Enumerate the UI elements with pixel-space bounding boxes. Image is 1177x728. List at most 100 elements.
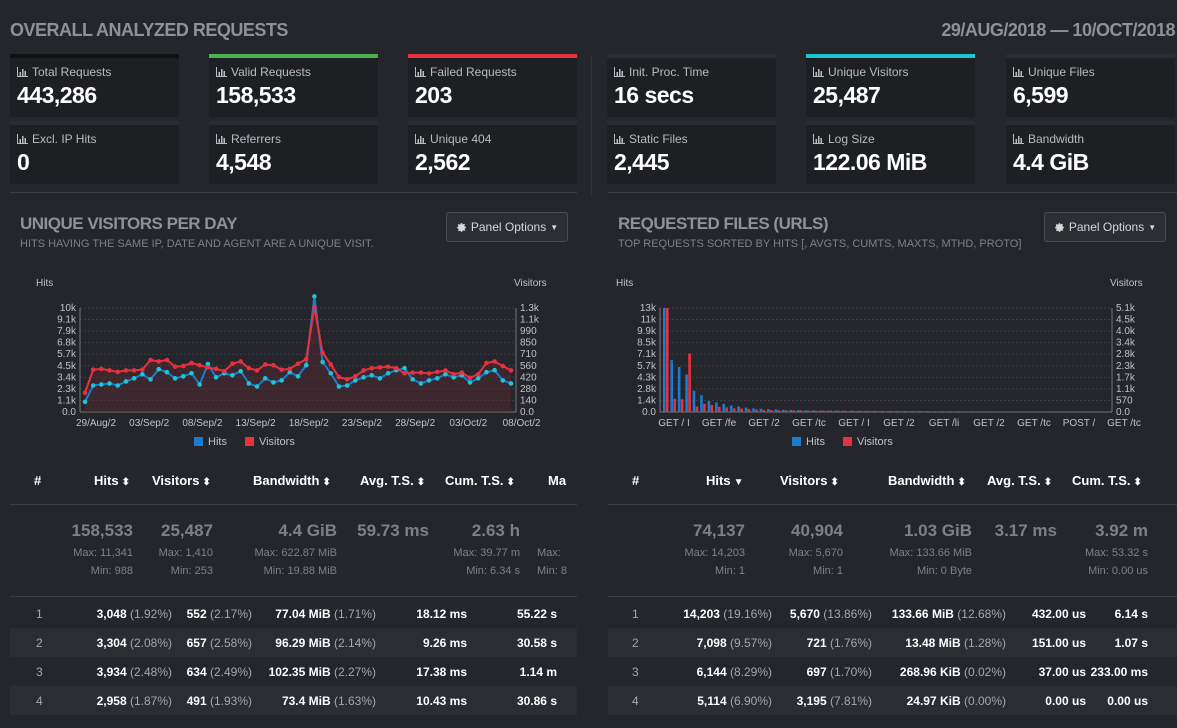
hits-bar[interactable] <box>915 411 919 412</box>
hits-bar[interactable] <box>692 390 696 412</box>
hits-bar[interactable] <box>663 308 666 412</box>
hits-bar[interactable] <box>841 410 845 412</box>
table-row[interactable]: 1 3,048 (1.92%) 552 (2.17%) 77.04 MiB (1.71… <box>10 599 577 628</box>
hits-point[interactable] <box>271 380 276 385</box>
visitors-point[interactable] <box>140 367 145 372</box>
hits-point[interactable] <box>172 376 178 381</box>
visitors-point[interactable] <box>213 366 219 372</box>
hits-point[interactable] <box>410 377 415 382</box>
visitors-bar[interactable] <box>903 411 907 412</box>
hits-point[interactable] <box>279 378 284 383</box>
visitors-point[interactable] <box>500 363 506 369</box>
hits-point[interactable] <box>213 375 219 380</box>
col-max-ts[interactable]: Ma <box>548 473 567 488</box>
visitors-bar[interactable] <box>673 398 677 412</box>
hits-bar[interactable] <box>670 360 674 412</box>
visitors-bar[interactable] <box>799 410 803 412</box>
hits-bar[interactable] <box>900 411 904 412</box>
hits-bar[interactable] <box>848 410 852 412</box>
hits-bar[interactable] <box>871 411 874 412</box>
table-row[interactable]: 4 2,958 (1.87%) 491 (1.93%) 73.4 MiB (1.63%… <box>10 686 577 715</box>
visitors-bar[interactable] <box>718 406 721 412</box>
visitors-point[interactable] <box>115 369 121 375</box>
visitors-point[interactable] <box>197 362 202 368</box>
visitors-bar[interactable] <box>755 409 758 412</box>
table-row[interactable]: 2 7,098 (9.57%) 721 (1.76%) 13.48 MiB (1.28… <box>608 628 1177 657</box>
visitors-bar[interactable] <box>807 410 810 412</box>
hits-point[interactable] <box>402 365 407 371</box>
hits-point[interactable] <box>156 366 162 372</box>
hits-point[interactable] <box>99 382 104 387</box>
hits-point[interactable] <box>197 382 202 387</box>
hits-point[interactable] <box>500 378 506 383</box>
hits-bar[interactable] <box>856 410 859 412</box>
hits-bar[interactable] <box>878 411 882 412</box>
visitors-bar[interactable] <box>874 410 877 412</box>
visitors-point[interactable] <box>189 360 194 366</box>
visitors-point[interactable] <box>279 367 284 372</box>
visitors-point[interactable] <box>131 368 137 373</box>
visitors-bar[interactable] <box>688 353 691 412</box>
visitors-bar[interactable] <box>665 308 669 412</box>
visitors-bar[interactable] <box>829 410 833 412</box>
visitors-bar[interactable] <box>970 411 974 412</box>
hits-point[interactable] <box>238 368 243 374</box>
visitors-bar[interactable] <box>703 403 706 412</box>
visitors-bar[interactable] <box>725 407 729 412</box>
visitors-bar[interactable] <box>948 411 952 412</box>
visitors-point[interactable] <box>410 370 415 375</box>
col-hits[interactable]: Hits ⬍ <box>94 473 130 488</box>
visitors-point[interactable] <box>353 374 358 379</box>
table-row[interactable]: 3 6,144 (8.29%) 697 (1.70%) 268.96 KiB (0.0… <box>608 657 1177 686</box>
hits-point[interactable] <box>320 359 325 365</box>
table-row[interactable]: 4 5,114 (6.90%) 3,195 (7.81%) 24.97 KiB (0.… <box>608 686 1177 715</box>
hits-bar[interactable] <box>781 409 785 412</box>
hits-bar[interactable] <box>715 402 718 412</box>
hits-bar[interactable] <box>826 410 830 412</box>
visitors-point[interactable] <box>303 356 309 362</box>
hits-point[interactable] <box>262 376 268 381</box>
hits-point[interactable] <box>246 381 252 386</box>
col-avg-ts[interactable]: Avg. T.S. ⬍ <box>360 473 426 488</box>
hits-point[interactable] <box>443 371 448 377</box>
visitors-point[interactable] <box>394 365 399 371</box>
hits-bar[interactable] <box>722 403 726 412</box>
hits-bar[interactable] <box>752 408 755 412</box>
hits-bar[interactable] <box>886 411 889 412</box>
table-row[interactable]: 3 3,934 (2.48%) 634 (2.49%) 102.35 MiB (2.2… <box>10 657 577 686</box>
visitors-bar[interactable] <box>777 410 781 412</box>
visitors-bar[interactable] <box>918 411 922 412</box>
visitors-bar[interactable] <box>844 410 847 412</box>
table-row[interactable]: 2 3,304 (2.08%) 657 (2.58%) 96.29 MiB (2.14… <box>10 628 577 657</box>
col-visitors[interactable]: Visitors ⬍ <box>780 473 839 488</box>
visitors-point[interactable] <box>475 371 481 377</box>
visitors-point[interactable] <box>164 357 170 363</box>
visitors-bar[interactable] <box>985 411 989 412</box>
visitors-bar[interactable] <box>740 408 743 412</box>
hits-point[interactable] <box>336 384 342 389</box>
visitors-point[interactable] <box>459 370 465 375</box>
hits-point[interactable] <box>230 372 235 378</box>
visitors-point[interactable] <box>90 367 96 372</box>
table-row[interactable]: 1 14,203 (19.16%) 5,670 (13.86%) 133.66 MiB… <box>608 599 1177 628</box>
hits-bar[interactable] <box>945 411 949 412</box>
visitors-bar[interactable] <box>792 410 795 412</box>
hits-bar[interactable] <box>744 407 748 412</box>
hits-point[interactable] <box>385 370 391 376</box>
hits-point[interactable] <box>467 380 473 385</box>
hits-bar[interactable] <box>930 411 934 412</box>
visitors-point[interactable] <box>287 366 293 372</box>
visitors-point[interactable] <box>344 377 350 382</box>
hits-bar[interactable] <box>893 411 897 412</box>
hits-point[interactable] <box>353 378 358 383</box>
col-bandwidth[interactable]: Bandwidth ⬍ <box>888 473 966 488</box>
visitors-bar[interactable] <box>732 408 736 412</box>
hits-point[interactable] <box>344 383 350 388</box>
visitors-point[interactable] <box>467 375 473 381</box>
visitors-point[interactable] <box>230 361 235 367</box>
visitors-bar[interactable] <box>993 411 996 412</box>
visitors-point[interactable] <box>484 360 489 366</box>
visitors-bar[interactable] <box>770 409 773 412</box>
visitors-bar[interactable] <box>1000 411 1004 412</box>
visitors-bar[interactable] <box>710 405 714 412</box>
